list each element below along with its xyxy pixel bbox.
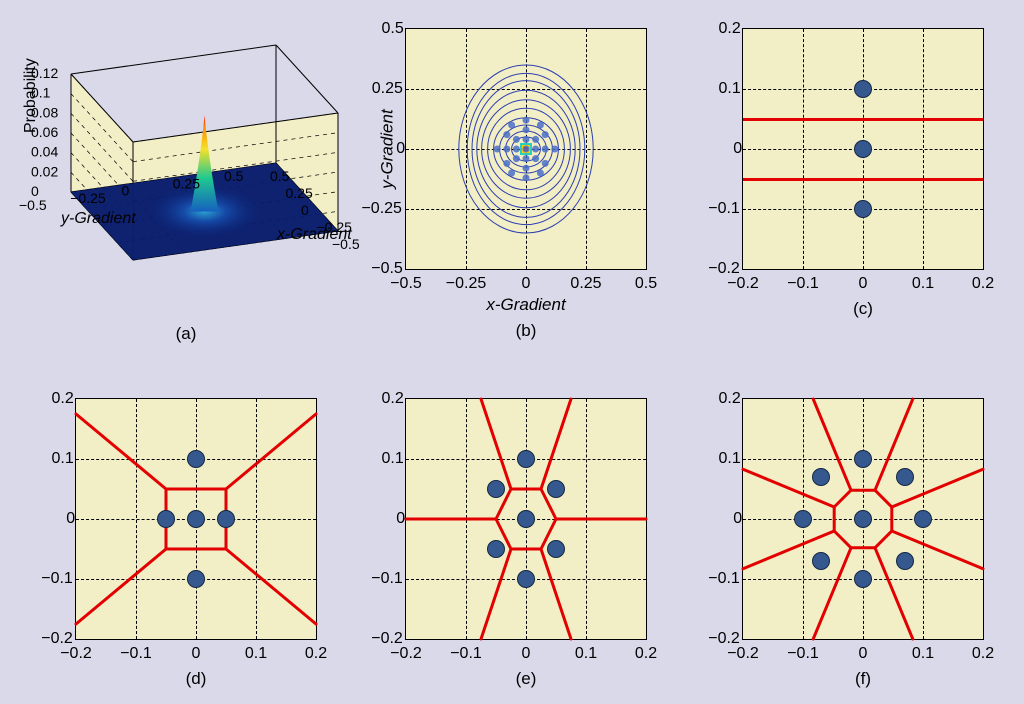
ytick: 0.1 bbox=[52, 450, 74, 468]
reconstruction-point bbox=[854, 450, 872, 468]
reconstruction-point bbox=[854, 140, 872, 158]
svg-text:−0.25: −0.25 bbox=[70, 190, 106, 206]
xlabel: x-Gradient bbox=[486, 295, 565, 315]
xtick: 0.2 bbox=[972, 645, 994, 663]
xtick: 0.2 bbox=[972, 275, 994, 293]
ytick: 0 bbox=[733, 140, 742, 158]
svg-text:Probability: Probability bbox=[22, 58, 39, 133]
decision-boundary bbox=[743, 178, 983, 181]
reconstruction-point bbox=[187, 450, 205, 468]
panel-label: (c) bbox=[853, 299, 873, 319]
xtick: 0.2 bbox=[635, 645, 657, 663]
ytick: −0.2 bbox=[371, 630, 403, 648]
xtick: −0.1 bbox=[787, 275, 819, 293]
panel-label: (f) bbox=[855, 669, 871, 689]
xtick: 0.1 bbox=[912, 275, 934, 293]
reconstruction-point bbox=[794, 510, 812, 528]
reconstruction-point bbox=[217, 510, 235, 528]
reconstruction-point bbox=[487, 540, 505, 558]
decision-boundary bbox=[743, 118, 983, 121]
reconstruction-point bbox=[187, 510, 205, 528]
panel-label: (e) bbox=[516, 669, 537, 689]
svg-text:−0.5: −0.5 bbox=[19, 197, 47, 213]
ytick: 0 bbox=[396, 510, 405, 528]
ytick: 0 bbox=[66, 510, 75, 528]
reconstruction-point bbox=[854, 200, 872, 218]
ytick: 0.1 bbox=[382, 450, 404, 468]
ylabel: y-Gradient bbox=[378, 109, 398, 188]
panel-c: −0.2−0.2−0.1−0.1000.10.10.20.2(c) bbox=[742, 28, 982, 268]
reconstruction-point bbox=[812, 552, 830, 570]
panel-e: −0.2−0.2−0.1−0.1000.10.10.20.2(e) bbox=[405, 398, 645, 638]
svg-text:0.5: 0.5 bbox=[270, 168, 290, 184]
xtick: 0.1 bbox=[912, 645, 934, 663]
ytick: −0.1 bbox=[41, 570, 73, 588]
reconstruction-point bbox=[157, 510, 175, 528]
panel-a: −0.5−0.2500.250.5−0.5−0.2500.250.500.020… bbox=[38, 22, 334, 292]
reconstruction-point bbox=[896, 468, 914, 486]
ytick: −0.2 bbox=[41, 630, 73, 648]
panel-label: (a) bbox=[176, 324, 197, 344]
ytick: 0.2 bbox=[52, 390, 74, 408]
reconstruction-point bbox=[547, 540, 565, 558]
reconstruction-point bbox=[517, 450, 535, 468]
panel-d: −0.2−0.2−0.1−0.1000.10.10.20.2(d) bbox=[75, 398, 315, 638]
svg-text:0.25: 0.25 bbox=[286, 185, 313, 201]
xtick: 0.5 bbox=[635, 275, 657, 293]
reconstruction-point bbox=[854, 510, 872, 528]
panel-label: (b) bbox=[516, 321, 537, 341]
xtick: 0.1 bbox=[575, 645, 597, 663]
figure: −0.5−0.5−0.25−0.25000.250.250.50.5x-Grad… bbox=[0, 0, 1024, 704]
ytick: 0 bbox=[733, 510, 742, 528]
ytick: −0.5 bbox=[371, 260, 403, 278]
ytick: −0.25 bbox=[361, 200, 401, 218]
ytick: −0.2 bbox=[708, 630, 740, 648]
reconstruction-point bbox=[914, 510, 932, 528]
ytick: 0.2 bbox=[719, 390, 741, 408]
svg-text:0.04: 0.04 bbox=[31, 144, 58, 160]
ytick: 0.2 bbox=[382, 390, 404, 408]
ytick: 0.1 bbox=[719, 80, 741, 98]
xtick: −0.25 bbox=[446, 275, 486, 293]
xtick: 0.1 bbox=[245, 645, 267, 663]
xtick: 0 bbox=[522, 275, 531, 293]
xtick: 0.2 bbox=[305, 645, 327, 663]
ytick: −0.1 bbox=[708, 570, 740, 588]
reconstruction-point bbox=[812, 468, 830, 486]
ytick: −0.1 bbox=[708, 200, 740, 218]
svg-text:x-Gradient: x-Gradient bbox=[276, 226, 352, 243]
svg-text:0: 0 bbox=[122, 183, 130, 199]
svg-text:0: 0 bbox=[31, 183, 39, 199]
ytick: 0.1 bbox=[719, 450, 741, 468]
svg-text:0.5: 0.5 bbox=[224, 168, 244, 184]
panel-b: −0.5−0.5−0.25−0.25000.250.250.50.5x-Grad… bbox=[405, 28, 645, 268]
ytick: 0.25 bbox=[372, 80, 403, 98]
svg-text:0.25: 0.25 bbox=[173, 175, 200, 191]
reconstruction-point bbox=[547, 480, 565, 498]
xtick: 0 bbox=[859, 645, 868, 663]
reconstruction-point bbox=[854, 80, 872, 98]
xtick: 0.25 bbox=[570, 275, 601, 293]
xtick: 0 bbox=[192, 645, 201, 663]
reconstruction-point bbox=[896, 552, 914, 570]
panel-f: −0.2−0.2−0.1−0.1000.10.10.20.2(f) bbox=[742, 398, 982, 638]
svg-text:0.02: 0.02 bbox=[31, 163, 58, 179]
ytick: −0.1 bbox=[371, 570, 403, 588]
reconstruction-point bbox=[187, 570, 205, 588]
ytick: 0.5 bbox=[382, 20, 404, 38]
xtick: −0.1 bbox=[450, 645, 482, 663]
reconstruction-point bbox=[517, 510, 535, 528]
xtick: −0.1 bbox=[787, 645, 819, 663]
ytick: −0.2 bbox=[708, 260, 740, 278]
reconstruction-point bbox=[487, 480, 505, 498]
svg-text:0: 0 bbox=[301, 202, 309, 218]
xtick: 0 bbox=[522, 645, 531, 663]
ytick: 0.2 bbox=[719, 20, 741, 38]
xtick: −0.1 bbox=[120, 645, 152, 663]
reconstruction-point bbox=[854, 570, 872, 588]
reconstruction-point bbox=[517, 570, 535, 588]
xtick: 0 bbox=[859, 275, 868, 293]
svg-text:y-Gradient: y-Gradient bbox=[60, 210, 136, 227]
panel-label: (d) bbox=[186, 669, 207, 689]
